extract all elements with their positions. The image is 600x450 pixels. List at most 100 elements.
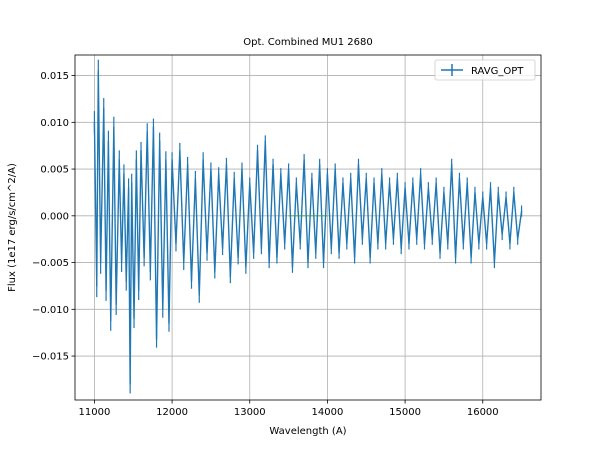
data-point (98, 70, 99, 71)
data-point (105, 290, 106, 291)
data-point (210, 168, 211, 169)
y-tick-label: 0.005 (40, 165, 69, 176)
data-point (165, 159, 166, 160)
data-point (350, 178, 351, 179)
series-ravg-opt (93, 59, 523, 394)
data-point (130, 384, 131, 385)
data-point (222, 248, 223, 249)
data-point (416, 239, 417, 240)
data-point (226, 164, 227, 165)
data-point (377, 243, 378, 244)
data-point (126, 281, 127, 282)
x-tick-label: 11000 (79, 407, 111, 418)
data-point (443, 192, 444, 193)
data-point (331, 248, 332, 249)
data-point (319, 164, 320, 165)
data-point (428, 187, 429, 188)
data-point (389, 182, 390, 183)
data-point (335, 168, 336, 169)
y-tick-label: 0.015 (40, 71, 69, 82)
data-point (327, 173, 328, 174)
data-point (171, 159, 172, 160)
data-point (103, 108, 104, 109)
legend-label: RAVG_OPT (471, 66, 524, 77)
data-point (385, 243, 386, 244)
data-point (366, 178, 367, 179)
data-point (288, 215, 289, 216)
data-point (288, 168, 289, 169)
x-tick-label: 12000 (156, 407, 188, 418)
data-point (346, 243, 347, 244)
legend-box (434, 59, 536, 81)
data-point (131, 182, 132, 183)
chart-title: Opt. Combined MU1 2680 (243, 37, 372, 48)
data-point (110, 320, 111, 321)
data-point (238, 257, 239, 258)
data-point (498, 192, 499, 193)
data-layer (93, 59, 523, 394)
data-point (471, 257, 472, 258)
data-point (138, 290, 139, 291)
data-point (459, 178, 460, 179)
data-point (381, 173, 382, 174)
data-point (292, 267, 293, 268)
data-point (455, 257, 456, 258)
data-point (249, 182, 250, 183)
data-point (241, 168, 242, 169)
data-point (323, 262, 324, 263)
data-point (175, 243, 176, 244)
data-point (521, 211, 522, 212)
data-point (150, 271, 151, 272)
x-tick-label: 15000 (389, 407, 421, 418)
x-tick-label: 13000 (234, 407, 266, 418)
data-point (162, 309, 163, 310)
data-point (119, 159, 120, 160)
data-point (191, 281, 192, 282)
data-point (370, 257, 371, 258)
data-point (513, 192, 514, 193)
spectrum-line (93, 70, 523, 385)
data-point (362, 239, 363, 240)
data-point (128, 187, 129, 188)
data-point (253, 253, 254, 254)
x-tick-label: 16000 (467, 407, 499, 418)
axes-ticks: 11000 12000 13000 14000 15000 16000 −0.015 −0.0… (32, 71, 499, 418)
data-point (116, 304, 117, 305)
data-point (94, 122, 95, 123)
data-point (100, 262, 101, 263)
data-point (144, 257, 145, 258)
data-point (486, 243, 487, 244)
data-point (505, 197, 506, 198)
legend: RAVG_OPT (434, 59, 536, 81)
data-point (257, 150, 258, 151)
y-tick-label: 0.010 (40, 118, 69, 129)
data-point (432, 239, 433, 240)
data-point (467, 182, 468, 183)
data-point (284, 243, 285, 244)
data-point (307, 262, 308, 263)
data-point (436, 182, 437, 183)
data-point (327, 215, 328, 216)
data-point (401, 248, 402, 249)
data-point (153, 126, 154, 127)
data-point (179, 150, 180, 151)
data-point (315, 253, 316, 254)
y-tick-label: −0.010 (32, 305, 69, 316)
data-point (206, 253, 207, 254)
data-point (490, 187, 491, 188)
data-point (234, 178, 235, 179)
data-point (358, 164, 359, 165)
data-point (420, 173, 421, 174)
data-point (447, 243, 448, 244)
data-point (261, 248, 262, 249)
data-point (199, 295, 200, 296)
data-point (494, 262, 495, 263)
data-point (311, 178, 312, 179)
data-point (187, 164, 188, 165)
y-tick-label: 0.000 (40, 211, 69, 222)
data-point (404, 187, 405, 188)
data-point (342, 182, 343, 183)
data-point (140, 150, 141, 151)
data-point (265, 140, 266, 141)
data-point (230, 276, 231, 277)
